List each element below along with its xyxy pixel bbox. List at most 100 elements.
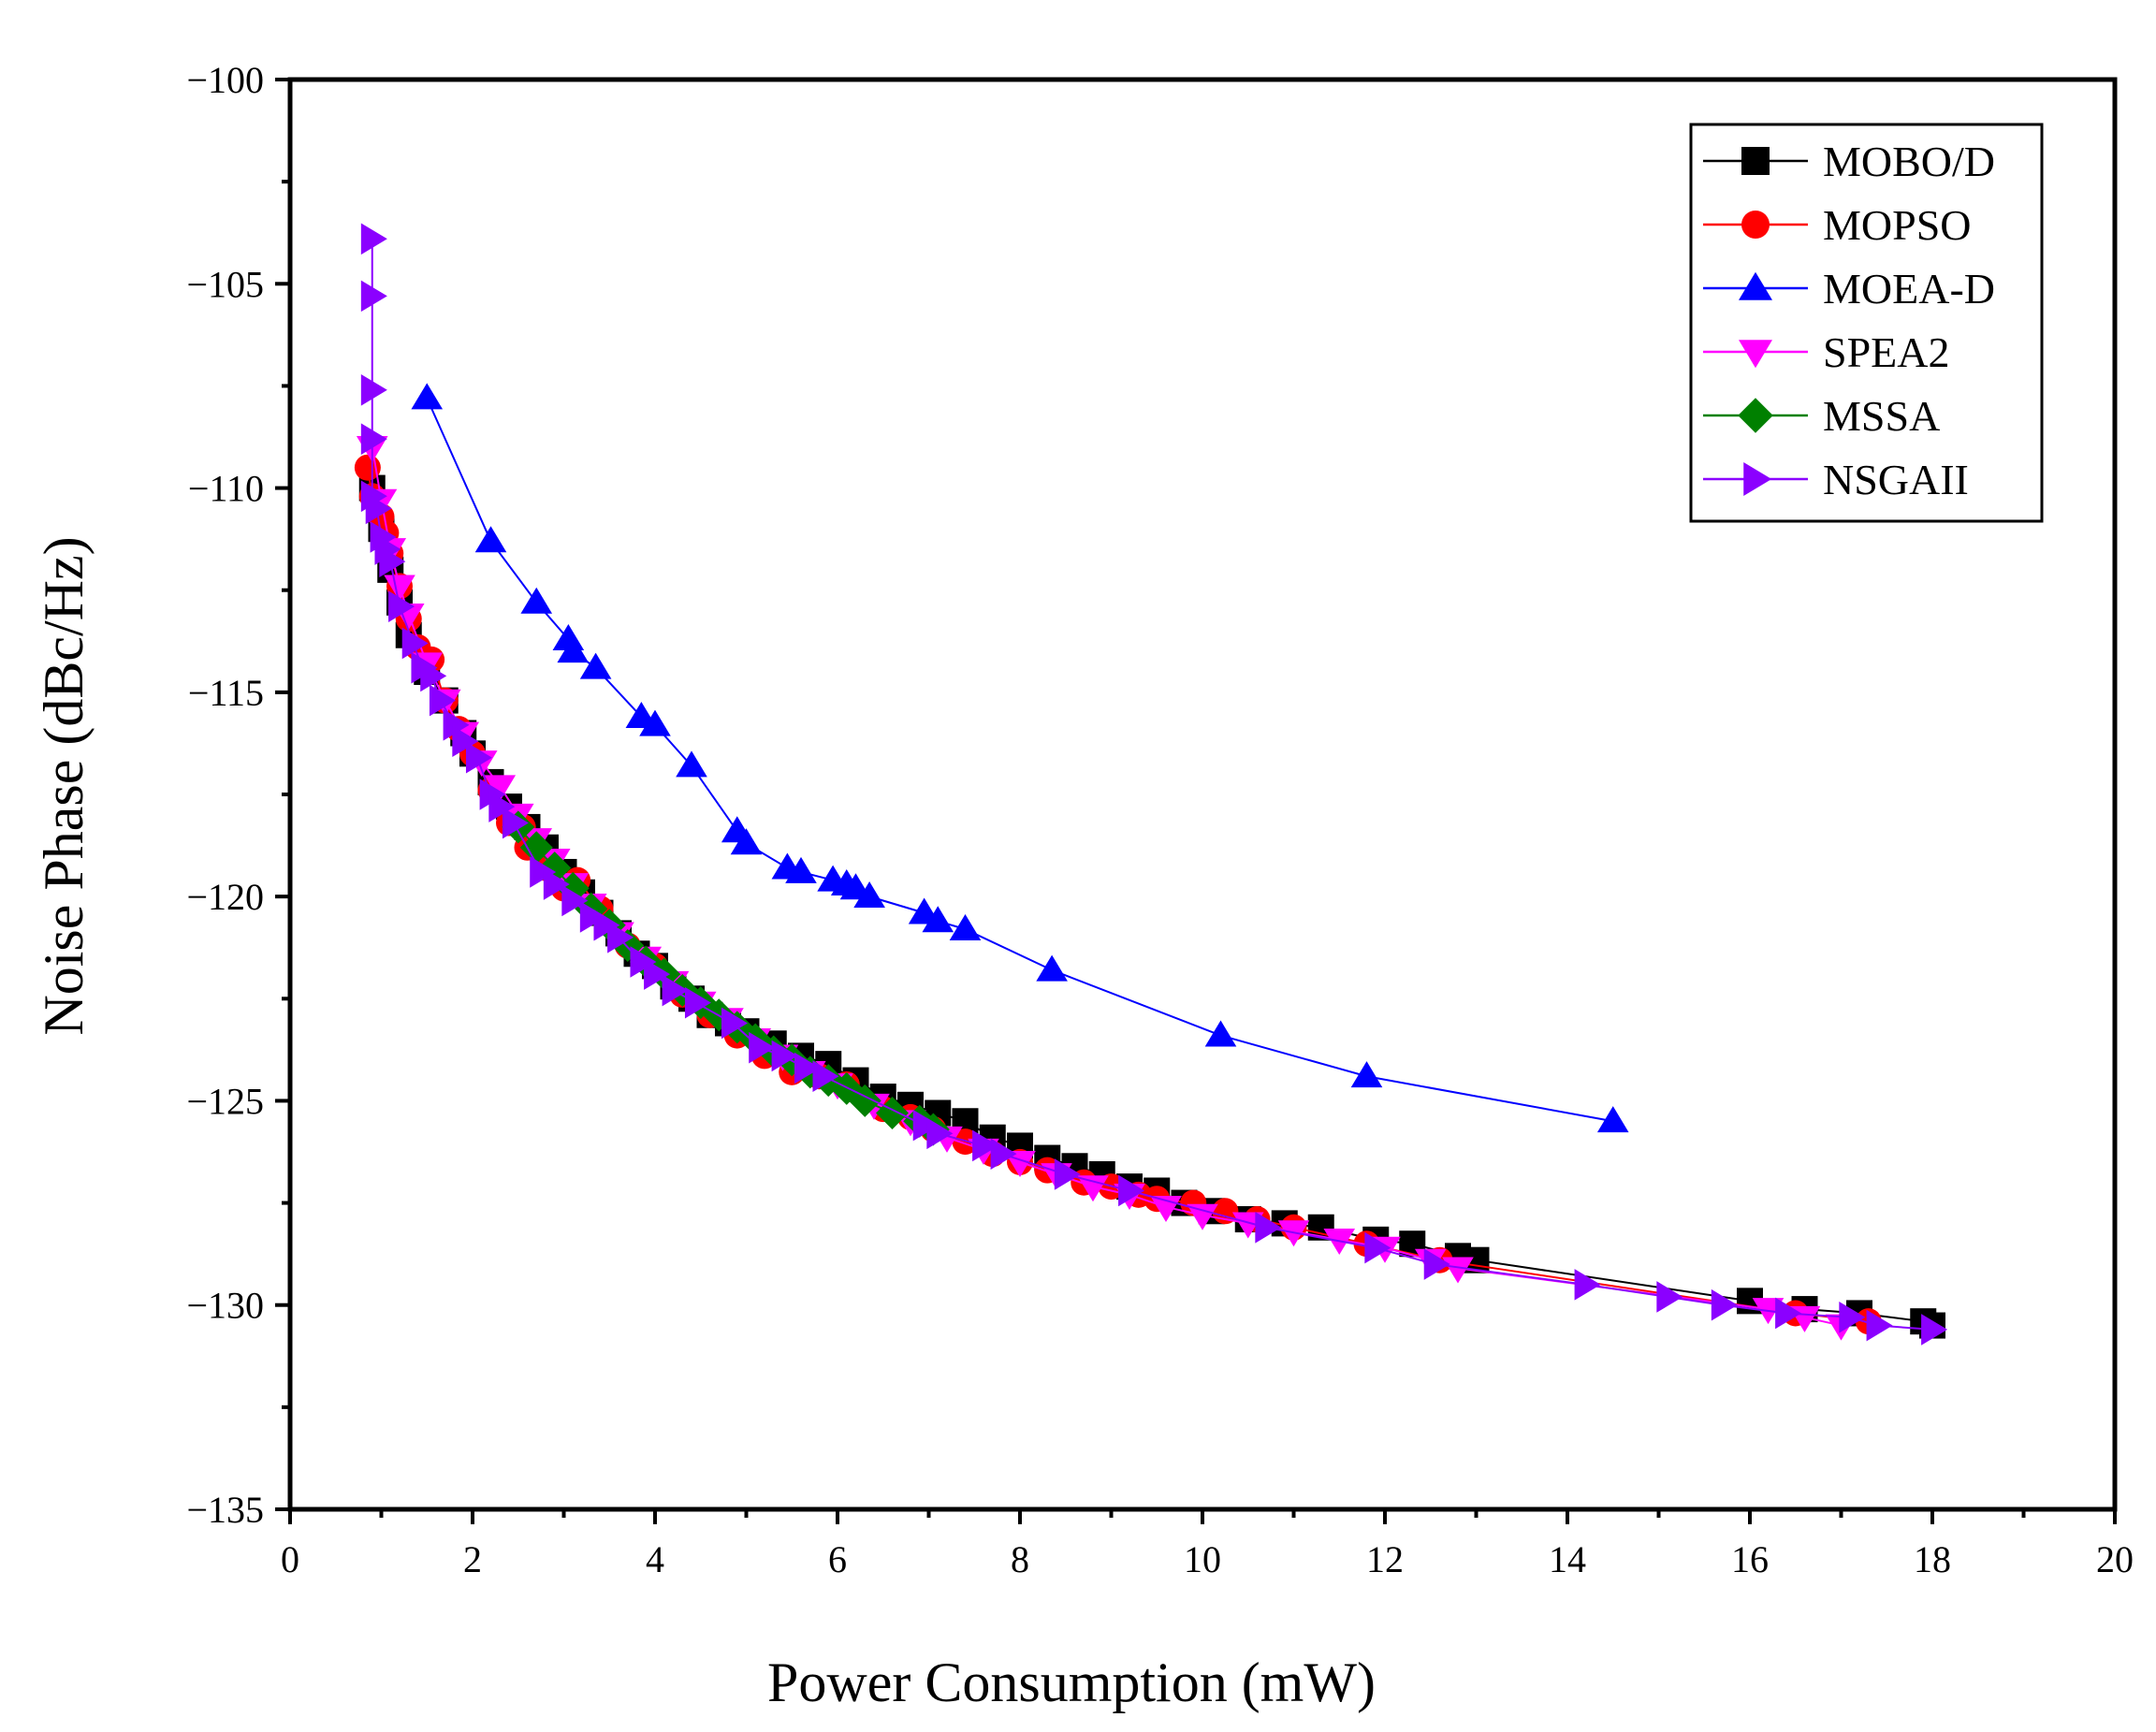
y-tick-label: −120 [186,876,264,918]
legend-marker-nsgaii [1743,462,1772,496]
data-point-spea2 [484,775,517,802]
legend-marker-spea2 [1739,340,1772,369]
data-point-moea-d [730,828,763,855]
data-point-nsgaii [502,807,529,839]
data-point-moea-d [1204,1020,1237,1047]
data-point-nsgaii [912,1109,940,1142]
x-tick-label: 2 [463,1538,482,1580]
y-tick-label: −135 [186,1489,264,1531]
x-tick-label: 14 [1549,1538,1586,1580]
legend-marker-mobo-d [1741,147,1770,175]
series-nsgaii [360,223,1948,1346]
x-tick-label: 12 [1366,1538,1404,1580]
y-tick-label: −105 [186,263,264,305]
data-point-nsgaii [644,958,671,990]
data-point-moea-d [949,913,982,940]
data-point-nsgaii [662,974,689,1007]
y-tick-label: −125 [186,1080,264,1122]
data-point-spea2 [1187,1203,1218,1230]
legend-label-moea-d: MOEA-D [1823,265,1995,313]
ticks-layer: 0 2 4 6 8 10 12 14 16 18 20 −135 −130 −125 −120 −115 −11… [186,59,2134,1580]
data-point-nsgaii [388,590,415,622]
data-point-nsgaii [1118,1174,1145,1207]
data-point-nsgaii [465,741,492,774]
data-point-nsgaii [812,1060,839,1093]
data-point-nsgaii [1839,1302,1866,1333]
y-axis-title: Noise Phase (dBc/Hz) [33,536,95,1035]
data-point-moea-d [474,526,507,553]
series-layer [354,223,1948,1346]
data-point-moea-d [785,856,817,883]
series-moea-d [411,383,1629,1133]
data-point-nsgaii [593,909,620,941]
x-tick-label: 4 [646,1538,664,1580]
legend-item-mobo-d: MOBO/D [1703,138,1995,185]
data-point-moea-d [676,750,707,778]
data-point-nsgaii [607,922,634,953]
data-point-spea2 [1442,1257,1474,1284]
legend-item-mopso: MOPSO [1703,201,1972,249]
data-point-nsgaii [401,627,429,660]
data-point-nsgaii [1921,1314,1948,1346]
data-point-nsgaii [530,856,557,888]
data-point-nsgaii [1574,1269,1601,1301]
legend-item-spea2: SPEA2 [1703,328,1949,376]
data-point-nsgaii [452,725,479,758]
data-point-moea-d [1350,1061,1383,1088]
data-point-nsgaii [360,373,387,406]
data-point-nsgaii [1255,1211,1282,1244]
y-tick-label: −130 [186,1285,264,1327]
legend-label-mssa: MSSA [1823,392,1940,440]
legend-item-mssa: MSSA [1703,392,1940,440]
legend-label-nsgaii: NSGAII [1823,456,1969,503]
x-tick-label: 18 [1914,1538,1951,1580]
data-point-moea-d [579,652,612,679]
x-tick-label: 6 [828,1538,847,1580]
legend: MOBO/D MOPSO MOEA-D SPEA2 MSSA NSGAII [1689,123,2044,523]
data-point-nsgaii [360,423,387,455]
data-point-nsgaii [630,946,657,978]
data-point-nsgaii [1711,1288,1738,1321]
data-point-nsgaii [749,1031,776,1064]
data-point-nsgaii [721,1007,748,1040]
legend-label-spea2: SPEA2 [1823,328,1949,376]
y-tick-label: −115 [188,672,264,714]
data-point-nsgaii [420,660,447,692]
data-point-nsgaii [360,280,387,313]
legend-marker-mssa [1738,398,1773,433]
data-point-nsgaii [543,868,570,900]
x-tick-label: 8 [1011,1538,1029,1580]
data-point-moea-d [853,881,885,909]
data-point-moea-d [922,906,954,933]
legend-item-moea-d: MOEA-D [1703,265,1995,313]
data-point-nsgaii [1423,1248,1450,1280]
data-point-moea-d [1036,954,1068,982]
x-tick-label: 0 [281,1538,299,1580]
data-point-nsgaii [561,884,589,917]
data-point-nsgaii [365,492,392,525]
legend-label-mopso: MOPSO [1823,201,1972,249]
data-point-nsgaii [1054,1158,1081,1190]
y-tick-label: −100 [186,59,264,101]
data-point-nsgaii [926,1117,954,1150]
data-point-spea2 [1077,1175,1109,1202]
data-point-nsgaii [379,546,406,577]
data-point-nsgaii [794,1052,821,1084]
data-point-moea-d [520,587,553,614]
x-axis-title: Power Consumption (mW) [767,1652,1376,1713]
data-point-nsgaii [443,708,470,741]
legend-box [1689,123,2044,523]
x-tick-label: 20 [2096,1538,2134,1580]
data-point-moea-d [411,383,444,410]
data-point-mssa [519,831,553,865]
data-point-nsgaii [1656,1281,1683,1313]
data-point-nsgaii [990,1138,1017,1170]
data-point-nsgaii [1775,1297,1802,1330]
legend-marker-moea-d [1739,271,1772,300]
data-point-nsgaii [429,684,456,717]
legend-item-nsgaii: NSGAII [1703,456,1969,503]
data-point-spea2 [384,575,415,602]
data-point-moea-d [1596,1106,1629,1133]
data-point-moea-d [639,709,671,736]
